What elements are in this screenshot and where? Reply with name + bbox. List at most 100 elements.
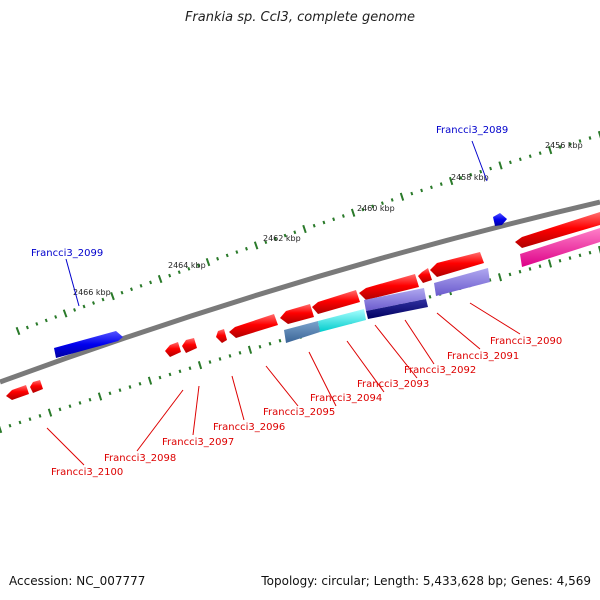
- minor-tick: [228, 354, 232, 358]
- gene-francci3-2100[interactable]: [6, 385, 29, 400]
- minor-tick: [538, 151, 542, 155]
- gene-francci3-2092[interactable]: [359, 274, 419, 300]
- minor-tick: [508, 160, 512, 165]
- leader-2090: [469, 302, 521, 335]
- gene-francci3-2094[interactable]: [280, 304, 314, 324]
- leader-2098b: [136, 389, 184, 452]
- leader-2091: [436, 312, 481, 350]
- gene-pink-block[interactable]: [520, 228, 600, 267]
- tick-label: 2456 kbp: [545, 141, 583, 150]
- outer-tick-track: [15, 130, 600, 336]
- minor-tick: [568, 142, 572, 146]
- gene-francci3-2091[interactable]: [418, 268, 432, 283]
- minor-tick: [430, 185, 433, 190]
- major-tick: [597, 130, 600, 139]
- major-tick: [0, 425, 3, 434]
- major-tick: [497, 273, 503, 282]
- major-tick: [547, 145, 553, 155]
- major-tick: [598, 245, 600, 254]
- minus-strand-genes: [6, 212, 600, 400]
- leader-2095: [308, 351, 337, 407]
- minor-tick: [187, 266, 191, 271]
- gene-francci3-2089-minus[interactable]: [515, 212, 600, 248]
- minor-tick: [18, 420, 22, 425]
- gene-francci3-2100b[interactable]: [30, 380, 43, 393]
- minor-tick: [208, 360, 212, 364]
- tick-labels: 2456 kbp 2458 kbp 2460 kbp 2462 kbp 2464…: [73, 141, 583, 297]
- minor-tick: [218, 357, 222, 361]
- major-tick: [110, 292, 115, 301]
- gene-francci3-2090[interactable]: [430, 252, 484, 277]
- gene-navy-block[interactable]: [366, 299, 428, 319]
- minor-tick: [322, 220, 326, 225]
- major-tick: [205, 258, 211, 267]
- gene-label: Francci3_2096: [213, 422, 285, 433]
- leader-2096: [265, 365, 299, 407]
- minor-tick: [196, 263, 200, 268]
- major-tick: [197, 360, 203, 370]
- minor-tick: [528, 267, 532, 271]
- minor-tick: [518, 157, 522, 162]
- minor-tick: [380, 201, 384, 205]
- minor-tick: [128, 385, 132, 389]
- major-tick: [302, 224, 307, 234]
- major-tick: [62, 309, 68, 318]
- minor-tick: [88, 397, 92, 402]
- gene-label: Francci3_2091: [447, 351, 519, 362]
- tick-label: 2460 kbp: [357, 204, 395, 213]
- gene-lavender-block[interactable]: [364, 288, 426, 311]
- minor-tick: [578, 139, 582, 143]
- minor-tick: [8, 423, 12, 428]
- major-tick: [47, 408, 53, 417]
- major-tick: [350, 208, 356, 217]
- major-tick: [399, 192, 405, 201]
- gene-label: Francci3_2098: [104, 453, 176, 464]
- major-tick: [448, 176, 454, 186]
- minor-tick: [268, 341, 272, 346]
- minor-tick: [410, 191, 414, 196]
- gene-francci3-2097[interactable]: [182, 338, 197, 353]
- minor-tick: [439, 182, 443, 186]
- gene-lavender-block-2[interactable]: [434, 268, 490, 296]
- minor-tick: [518, 269, 522, 274]
- map-title: Frankia sp. CcI3, complete genome: [184, 10, 416, 25]
- minor-tick: [177, 270, 181, 275]
- minor-tick: [578, 253, 582, 258]
- minor-tick: [479, 169, 483, 174]
- minor-tick: [273, 237, 277, 241]
- minor-tick: [508, 272, 512, 277]
- minor-tick: [73, 308, 77, 312]
- minor-tick: [130, 287, 134, 292]
- plus-strand-genes: [54, 213, 507, 358]
- gene-francci3-2093[interactable]: [312, 290, 360, 314]
- gene-label: Francci3_2097: [162, 437, 234, 448]
- gene-steel-block[interactable]: [284, 321, 320, 343]
- minor-tick: [118, 388, 122, 392]
- minor-tick: [538, 264, 542, 268]
- minor-tick: [371, 204, 375, 209]
- tick-label: 2458 kbp: [451, 173, 489, 182]
- minor-tick: [101, 297, 105, 302]
- minor-tick: [108, 391, 112, 396]
- minor-tick: [120, 290, 124, 295]
- minor-tick: [139, 283, 143, 288]
- gene-francci3-2099[interactable]: [54, 331, 123, 358]
- gene-francci3-2098[interactable]: [165, 342, 181, 357]
- minor-tick: [588, 136, 592, 140]
- gene-francci3-2089[interactable]: [493, 213, 507, 226]
- gene-francci3-2095[interactable]: [229, 314, 278, 338]
- major-tick: [547, 259, 553, 268]
- gene-label: Francci3_2099: [31, 248, 103, 259]
- minor-tick: [149, 280, 153, 285]
- minor-tick: [588, 250, 592, 255]
- accession-text: Accession: NC_007777: [9, 574, 146, 588]
- minor-tick: [558, 145, 562, 149]
- tick-label: 2466 kbp: [73, 288, 111, 297]
- gene-cyan-block[interactable]: [318, 309, 366, 332]
- gene-francci3-2096[interactable]: [216, 329, 227, 343]
- gene-label: Francci3_2100: [51, 467, 123, 478]
- major-tick: [247, 345, 253, 354]
- minor-tick: [58, 407, 62, 412]
- leader-2099: [65, 258, 80, 307]
